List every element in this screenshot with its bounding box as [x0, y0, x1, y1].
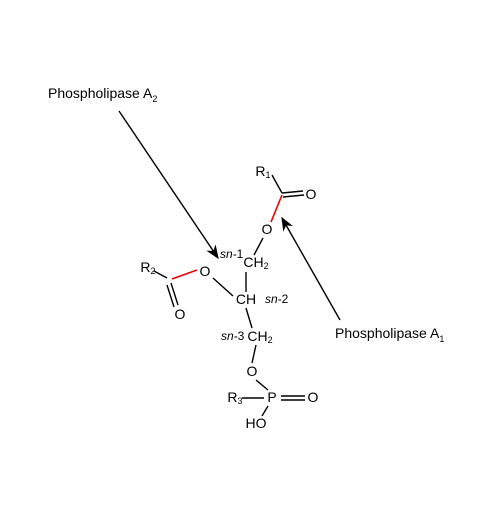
P-label: P [267, 389, 276, 405]
O-db2-label: O [175, 306, 186, 322]
pla1-label: Phospholipase A1 [335, 325, 444, 344]
CH2-top-label: CH2 [243, 254, 268, 272]
O-top-label: O [306, 186, 317, 202]
R1-label: R1 [255, 163, 270, 181]
arrows-layer [119, 111, 340, 320]
labels-layer: Phospholipase A2 Phospholipase A1 R1 R2 R3 O O… [48, 85, 444, 431]
CH2-bot-label: CH2 [247, 328, 272, 346]
pla2-label: Phospholipase A2 [48, 85, 157, 104]
O-phos-label: O [247, 363, 258, 379]
HO-label: HO [246, 415, 267, 431]
O-ester2-label: O [200, 263, 211, 279]
O-pdbl-label: O [308, 389, 319, 405]
CH-label: CH [236, 291, 256, 307]
phospholipid-diagram: Phospholipase A2 Phospholipase A1 R1 R2 R3 O O… [0, 0, 500, 505]
sn2-label: sn-2 [265, 292, 289, 306]
sn1-label: sn-1 [220, 247, 244, 261]
R2-label: R2 [140, 259, 155, 277]
O-ester1-label: O [262, 221, 273, 237]
R3-label: R3 [227, 389, 242, 407]
sn3-label: sn-3 [221, 329, 245, 343]
